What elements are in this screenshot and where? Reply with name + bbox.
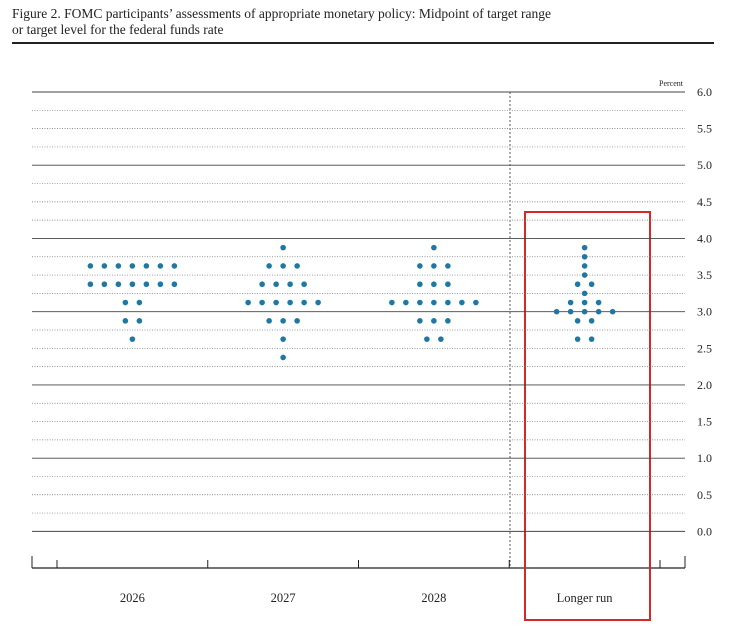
dot bbox=[424, 336, 430, 342]
dot bbox=[574, 336, 581, 342]
y-tick-label: 4.5 bbox=[697, 195, 712, 209]
dot bbox=[389, 299, 395, 306]
dot bbox=[609, 308, 616, 315]
dot bbox=[294, 263, 300, 269]
y-tick-label: 5.0 bbox=[697, 158, 712, 172]
y-tick-label: 2.5 bbox=[697, 341, 712, 355]
dot bbox=[101, 263, 108, 269]
dot bbox=[129, 336, 136, 342]
dot bbox=[567, 308, 574, 315]
y-tick-label: 2.0 bbox=[697, 378, 712, 392]
dot bbox=[431, 318, 437, 324]
y-tick-label: 5.5 bbox=[697, 122, 712, 136]
dot bbox=[101, 281, 108, 288]
dot bbox=[280, 263, 286, 269]
dot bbox=[259, 299, 265, 306]
x-tick-label: 2028 bbox=[421, 591, 446, 605]
x-tick-label: Longer run bbox=[557, 591, 614, 605]
dot bbox=[115, 281, 122, 288]
dot bbox=[417, 318, 423, 324]
dot bbox=[595, 299, 602, 306]
dot bbox=[266, 263, 272, 269]
dot bbox=[87, 281, 94, 288]
dot bbox=[567, 299, 574, 306]
y-tick-label: 4.0 bbox=[697, 231, 712, 245]
dot bbox=[157, 281, 164, 288]
dot bbox=[122, 318, 129, 324]
dot bbox=[581, 290, 588, 297]
dot bbox=[473, 299, 479, 306]
dot bbox=[301, 281, 307, 288]
y-axis-label: Percent bbox=[659, 79, 684, 88]
dot bbox=[129, 263, 136, 269]
dot bbox=[445, 263, 451, 269]
dot bbox=[581, 253, 588, 260]
dot bbox=[581, 272, 588, 278]
y-tick-label: 0.5 bbox=[697, 488, 712, 502]
dot bbox=[431, 263, 437, 269]
dot bbox=[280, 244, 286, 251]
dot bbox=[581, 244, 588, 251]
y-tick-label: 0.0 bbox=[697, 524, 712, 538]
dot bbox=[574, 318, 581, 324]
dot bbox=[294, 318, 300, 324]
dot bbox=[301, 299, 307, 306]
dot bbox=[143, 281, 150, 288]
dot bbox=[459, 299, 465, 306]
dot bbox=[259, 281, 265, 288]
chart-subtitle: or target level for the federal funds ra… bbox=[12, 22, 224, 37]
dot bbox=[588, 318, 595, 324]
dot bbox=[136, 318, 143, 324]
dot bbox=[273, 281, 279, 288]
dot bbox=[136, 299, 143, 306]
dot bbox=[431, 281, 437, 288]
dot bbox=[581, 308, 588, 315]
dot bbox=[438, 336, 444, 342]
dot bbox=[280, 318, 286, 324]
dot bbox=[129, 281, 136, 288]
dot bbox=[287, 281, 293, 288]
dot bbox=[280, 336, 286, 342]
chart-title: Figure 2. FOMC participants’ assessments… bbox=[12, 6, 551, 21]
dot bbox=[417, 281, 423, 288]
y-tick-label: 1.0 bbox=[697, 451, 712, 465]
y-tick-label: 6.0 bbox=[697, 85, 712, 99]
dot bbox=[574, 281, 581, 288]
dot bbox=[445, 318, 451, 324]
dot bbox=[417, 299, 423, 306]
dot bbox=[171, 281, 178, 288]
dot bbox=[431, 299, 437, 306]
dot bbox=[122, 299, 129, 306]
dot bbox=[115, 263, 122, 269]
dot bbox=[157, 263, 164, 269]
dot bbox=[445, 299, 451, 306]
y-tick-label: 3.5 bbox=[697, 268, 712, 282]
dot bbox=[581, 299, 588, 306]
dot bbox=[445, 281, 451, 288]
dot bbox=[280, 354, 286, 361]
dot bbox=[315, 299, 321, 306]
dot bbox=[273, 299, 279, 306]
dot bbox=[87, 263, 94, 269]
x-tick-label: 2026 bbox=[120, 591, 145, 605]
dot bbox=[287, 299, 293, 306]
dot bbox=[403, 299, 409, 306]
dot bbox=[588, 281, 595, 288]
y-tick-label: 1.5 bbox=[697, 415, 712, 429]
dot bbox=[431, 244, 437, 251]
x-tick-label: 2027 bbox=[271, 591, 296, 605]
dot bbox=[553, 308, 560, 315]
dot bbox=[588, 336, 595, 342]
highlight-box bbox=[524, 211, 651, 621]
y-tick-label: 3.0 bbox=[697, 305, 712, 319]
dot bbox=[143, 263, 150, 269]
dot bbox=[171, 263, 178, 269]
dot bbox=[595, 308, 602, 315]
dot bbox=[266, 318, 272, 324]
dot bbox=[417, 263, 423, 269]
dot bbox=[581, 263, 588, 269]
dot bbox=[245, 299, 251, 306]
